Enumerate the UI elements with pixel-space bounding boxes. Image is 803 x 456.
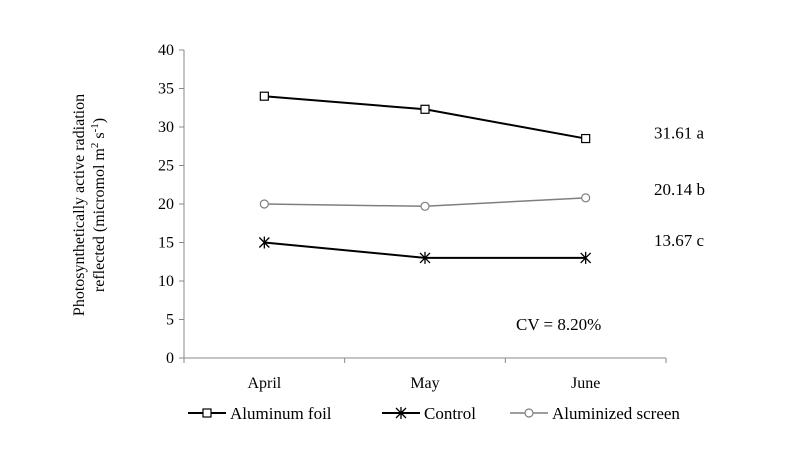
- legend-label: Aluminum foil: [230, 404, 332, 423]
- y-tick-label: 40: [158, 42, 174, 59]
- legend-marker: [524, 408, 534, 418]
- y-tick-label: 15: [158, 235, 174, 252]
- legend-item: Aluminized screen: [510, 404, 680, 423]
- x-tick-label: May: [410, 375, 439, 392]
- cv-annotation: CV = 8.20%: [516, 315, 601, 334]
- data-point-marker: [580, 251, 592, 264]
- x-tick-label: June: [571, 375, 600, 392]
- y-tick-label: 5: [166, 312, 174, 329]
- y-tick-label: 0: [166, 350, 174, 367]
- data-point-marker: [419, 251, 431, 264]
- series-layer: [258, 91, 592, 264]
- legend: Aluminum foil Control Aluminized screen: [188, 404, 680, 423]
- data-point-marker: [259, 199, 269, 209]
- series-end-label: 20.14 b: [654, 180, 705, 199]
- series-end-label: 31.61 a: [654, 124, 705, 143]
- x-tick-label: April: [247, 375, 281, 392]
- series-end-label: 13.67 c: [654, 231, 705, 250]
- data-point-marker: [581, 193, 591, 203]
- legend-marker: [395, 407, 407, 419]
- y-ticks: 0 5 10 15 20 25 30 35 40: [158, 42, 184, 367]
- y-tick-label: 30: [158, 119, 174, 136]
- legend-label: Control: [424, 404, 476, 423]
- data-point-marker: [581, 133, 591, 144]
- legend-item: Aluminum foil: [188, 404, 332, 423]
- data-point-marker: [420, 104, 430, 114]
- y-axis-title: Photosynthetically active radiation refl…: [71, 94, 108, 316]
- legend-label: Aluminized screen: [552, 404, 680, 423]
- data-point-marker: [420, 201, 430, 211]
- data-point-marker: [258, 236, 270, 249]
- data-point-marker: [259, 91, 269, 101]
- y-tick-label: 35: [158, 81, 174, 98]
- x-ticks: April May June: [183, 358, 667, 392]
- series-1: [258, 236, 592, 264]
- y-tick-label: 20: [158, 196, 174, 213]
- y-axis-title-line2: reflected (micromol m2 s-1): [89, 118, 108, 292]
- series-0: [259, 91, 591, 144]
- series-line: [264, 95, 586, 140]
- y-tick-label: 25: [158, 158, 174, 175]
- legend-marker: [202, 408, 212, 418]
- series-2: [259, 193, 591, 211]
- y-tick-label: 10: [158, 273, 174, 290]
- y-axis-title-line1: Photosynthetically active radiation: [71, 94, 88, 316]
- legend-item: Control: [382, 404, 476, 423]
- end-labels: 31.61 a 20.14 b 13.67 c: [654, 124, 705, 250]
